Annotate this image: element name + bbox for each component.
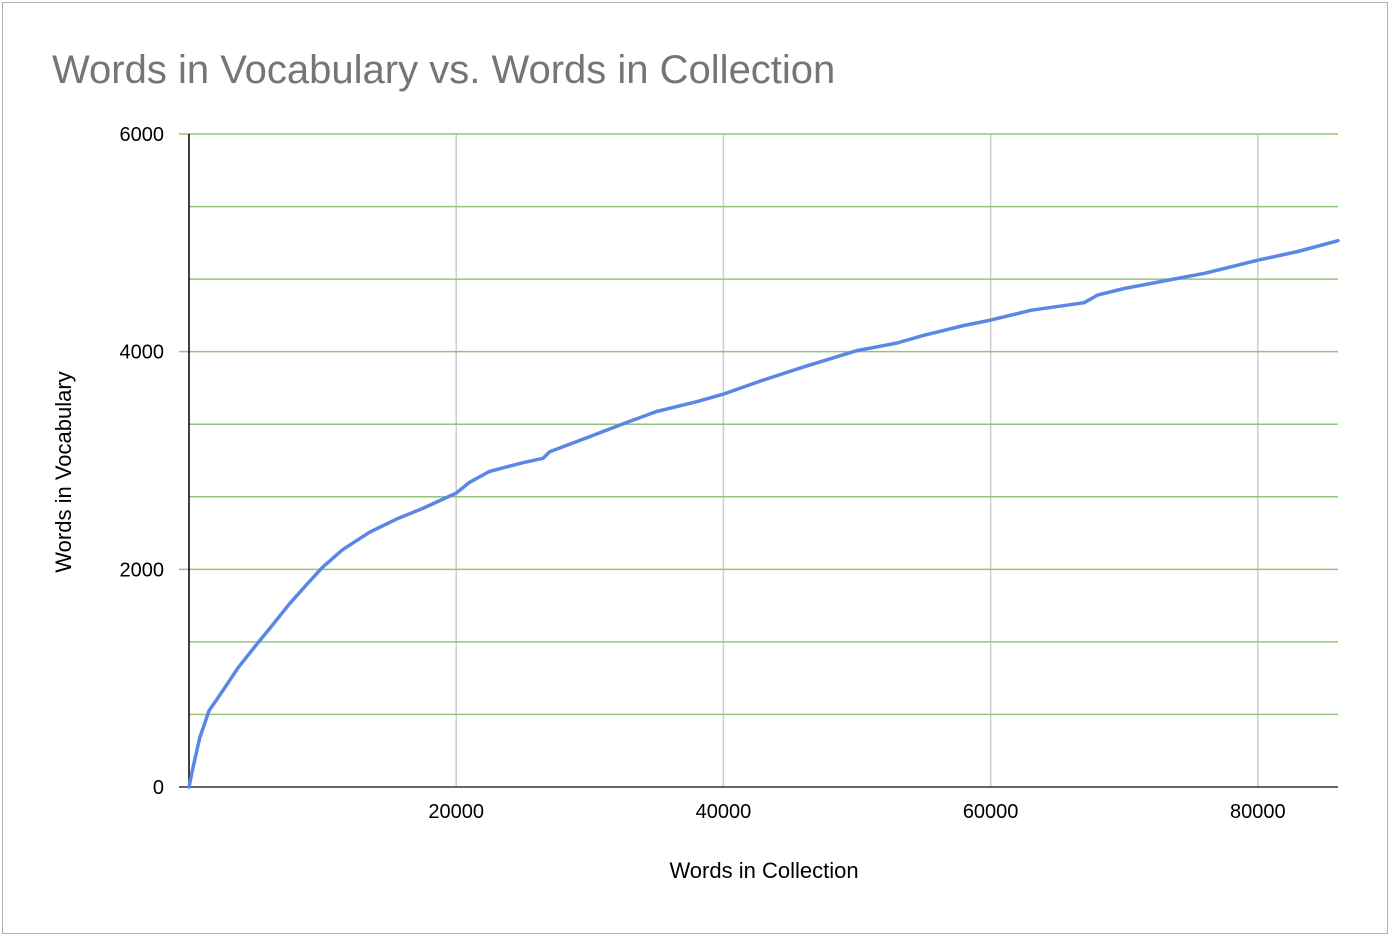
x-tick-label: 40000 bbox=[696, 801, 752, 823]
y-tick-label: 4000 bbox=[120, 342, 165, 364]
x-tick-label: 60000 bbox=[963, 801, 1019, 823]
y-tick-label: 0 bbox=[153, 777, 164, 799]
x-axis-title: Words in Collection bbox=[669, 858, 859, 883]
chart-title: Words in Vocabulary vs. Words in Collect… bbox=[52, 48, 836, 92]
x-tick-label: 20000 bbox=[428, 801, 484, 823]
series-line bbox=[187, 238, 1340, 789]
y-tick-label: 6000 bbox=[120, 124, 165, 146]
x-tick-label: 80000 bbox=[1230, 801, 1286, 823]
y-tick-label: 2000 bbox=[120, 559, 165, 581]
